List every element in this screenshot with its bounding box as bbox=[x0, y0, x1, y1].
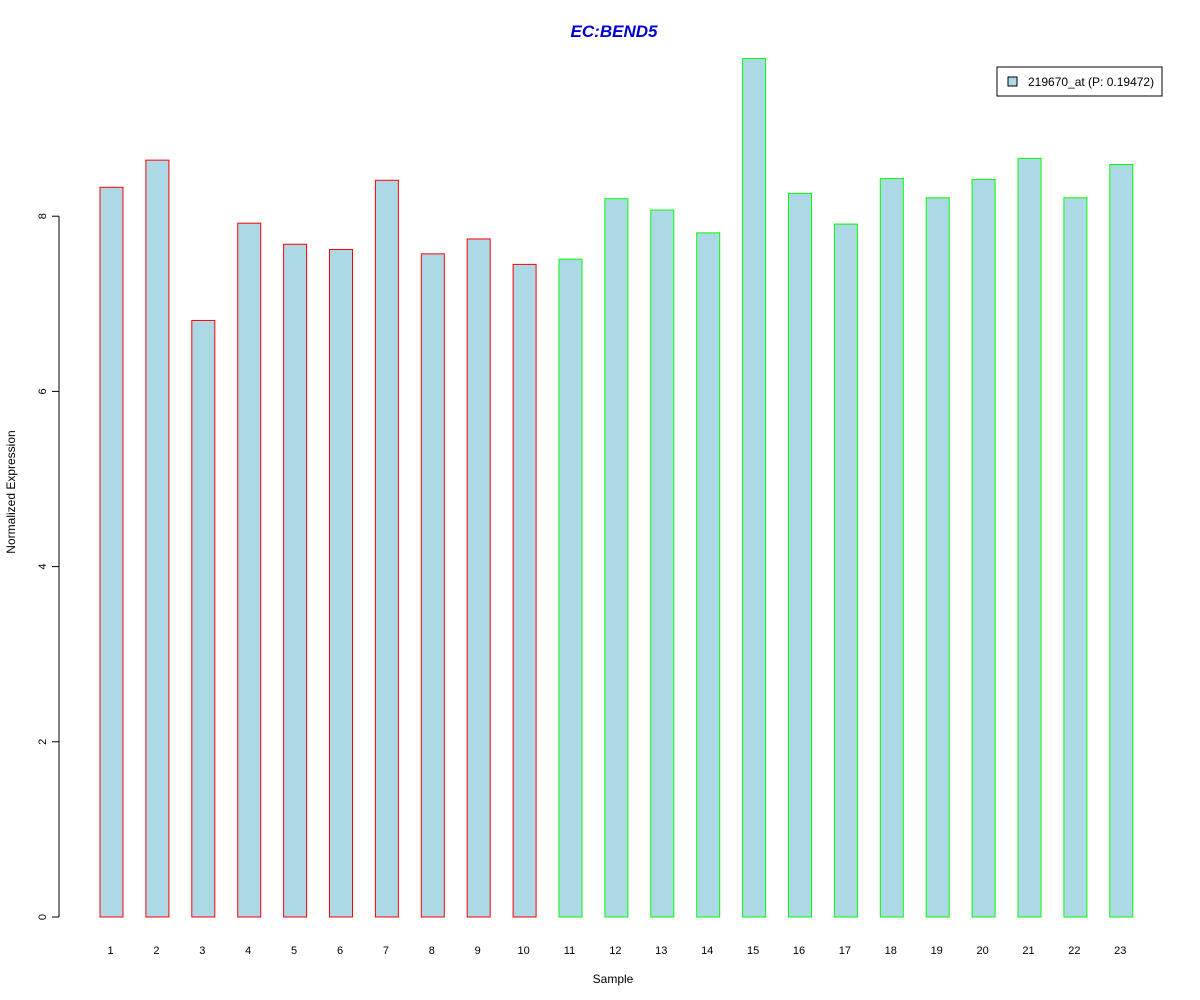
legend-series-label: 219670_at (P: 0.19472) bbox=[1028, 75, 1154, 89]
x-axis-label: Sample bbox=[593, 972, 634, 986]
bar bbox=[1109, 164, 1134, 918]
legend: 219670_at (P: 0.19472) bbox=[996, 66, 1163, 97]
bar bbox=[833, 223, 858, 918]
legend-swatch bbox=[1007, 76, 1018, 87]
x-tick-label: 17 bbox=[839, 945, 851, 957]
bar bbox=[788, 192, 812, 918]
y-tick-label: 8 bbox=[37, 213, 49, 219]
bar bbox=[512, 263, 537, 918]
chart-title: EC:BEND5 bbox=[571, 22, 658, 41]
bar bbox=[925, 197, 950, 918]
bar bbox=[191, 319, 216, 918]
x-tick-label: 9 bbox=[475, 945, 481, 957]
y-tick-label: 4 bbox=[37, 564, 49, 570]
y-axis: 0 2 4 6 8 bbox=[37, 213, 60, 920]
bar bbox=[558, 258, 583, 918]
x-tick-label: 4 bbox=[245, 945, 251, 957]
bar bbox=[99, 186, 124, 918]
x-tick-label: 7 bbox=[383, 945, 389, 957]
x-tick-label: 18 bbox=[885, 945, 897, 957]
x-tick-label: 5 bbox=[291, 945, 297, 957]
y-tick-label: 0 bbox=[37, 914, 49, 920]
x-tick-label: 12 bbox=[609, 945, 621, 957]
bar bbox=[1017, 157, 1042, 918]
x-tick-label: 14 bbox=[701, 945, 713, 957]
y-axis-label: Normalized Expression bbox=[4, 430, 18, 553]
bar bbox=[237, 222, 262, 918]
bar bbox=[650, 209, 675, 918]
x-tick-label: 21 bbox=[1022, 945, 1034, 957]
bar bbox=[1063, 197, 1088, 918]
x-tick-label: 16 bbox=[793, 945, 805, 957]
x-tick-label: 10 bbox=[517, 945, 529, 957]
bar bbox=[879, 178, 904, 918]
bar bbox=[283, 243, 308, 918]
y-tick-label: 6 bbox=[37, 388, 49, 394]
bar bbox=[604, 198, 629, 918]
bar bbox=[374, 179, 399, 918]
x-tick-label: 15 bbox=[747, 945, 759, 957]
bar bbox=[420, 253, 445, 918]
legend-box bbox=[996, 66, 1163, 97]
x-tick-label: 1 bbox=[107, 945, 113, 957]
x-tick-labels: 1 2 3 4 5 6 7 8 9 10 11 12 13 14 15 16 17 18 19 20 21 22 23 bbox=[107, 945, 1126, 957]
x-tick-label: 3 bbox=[199, 945, 205, 957]
x-tick-label: 13 bbox=[655, 945, 667, 957]
x-tick-label: 19 bbox=[931, 945, 943, 957]
bar bbox=[466, 238, 491, 918]
x-tick-label: 6 bbox=[337, 945, 343, 957]
x-tick-label: 2 bbox=[153, 945, 159, 957]
bar bbox=[696, 232, 721, 918]
x-tick-label: 23 bbox=[1114, 945, 1126, 957]
bar bbox=[329, 248, 353, 918]
x-tick-label: 11 bbox=[564, 945, 575, 957]
x-tick-label: 20 bbox=[976, 945, 988, 957]
y-tick-label: 2 bbox=[37, 739, 49, 745]
bars-group bbox=[99, 58, 1134, 918]
x-tick-label: 8 bbox=[429, 945, 435, 957]
bar bbox=[742, 58, 767, 918]
bar bbox=[145, 159, 170, 918]
bar bbox=[971, 178, 996, 918]
x-tick-label: 22 bbox=[1068, 945, 1080, 957]
